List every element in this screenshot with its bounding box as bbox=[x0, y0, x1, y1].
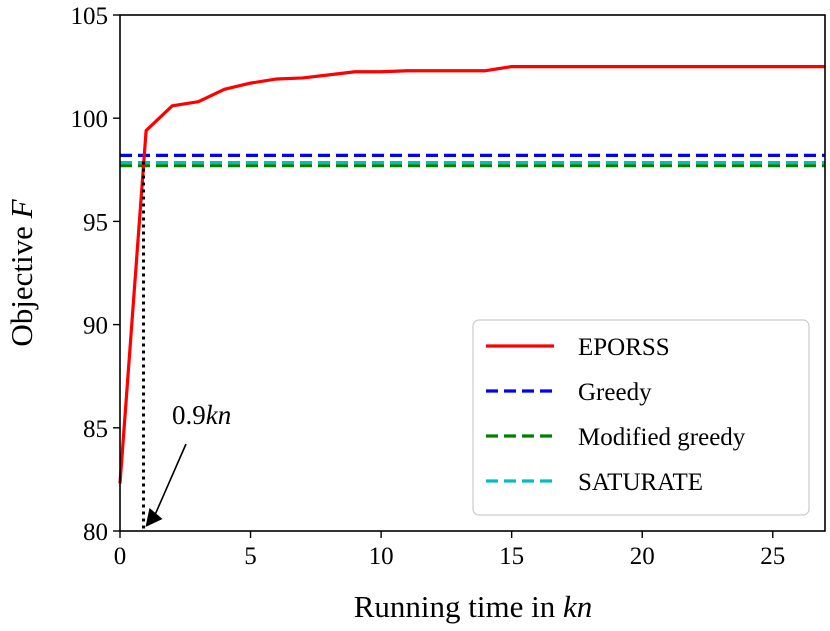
annotation: 0.9kn bbox=[142, 161, 231, 531]
legend: EPORSS Greedy Modified greedy SATURATE bbox=[472, 319, 810, 516]
legend-label-greedy: Greedy bbox=[578, 379, 652, 406]
x-axis-label: Running time in kn bbox=[354, 589, 593, 624]
axes: 0 5 10 15 20 25 80 85 90 95 100 105 bbox=[71, 3, 826, 570]
y-tick-label: 80 bbox=[83, 519, 108, 546]
x-tick-label: 20 bbox=[630, 543, 655, 570]
x-tick-label: 25 bbox=[760, 543, 785, 570]
y-tick-label: 95 bbox=[83, 209, 108, 236]
y-tick-label: 100 bbox=[71, 106, 109, 133]
axes-frame bbox=[119, 14, 826, 532]
x-tick-label: 10 bbox=[369, 543, 394, 570]
x-tick-label: 0 bbox=[114, 543, 127, 570]
x-tick-label: 15 bbox=[499, 543, 524, 570]
legend-label-modified-greedy: Modified greedy bbox=[578, 424, 746, 451]
y-tick-label: 90 bbox=[83, 313, 108, 340]
annotation-arrow-shaft bbox=[153, 443, 187, 517]
plot-area bbox=[118, 64, 825, 484]
legend-box bbox=[472, 319, 810, 516]
x-tick-label: 5 bbox=[244, 543, 257, 570]
y-tick-label: 105 bbox=[71, 3, 109, 30]
annotation-label: 0.9kn bbox=[172, 400, 231, 430]
legend-label-eporss: EPORSS bbox=[578, 334, 670, 361]
y-axis-label: Objective F bbox=[4, 198, 39, 346]
annotation-arrowhead bbox=[145, 508, 163, 527]
series-line-eporss bbox=[118, 64, 825, 484]
y-tick-label: 85 bbox=[83, 416, 108, 443]
legend-label-saturate: SATURATE bbox=[578, 469, 703, 496]
